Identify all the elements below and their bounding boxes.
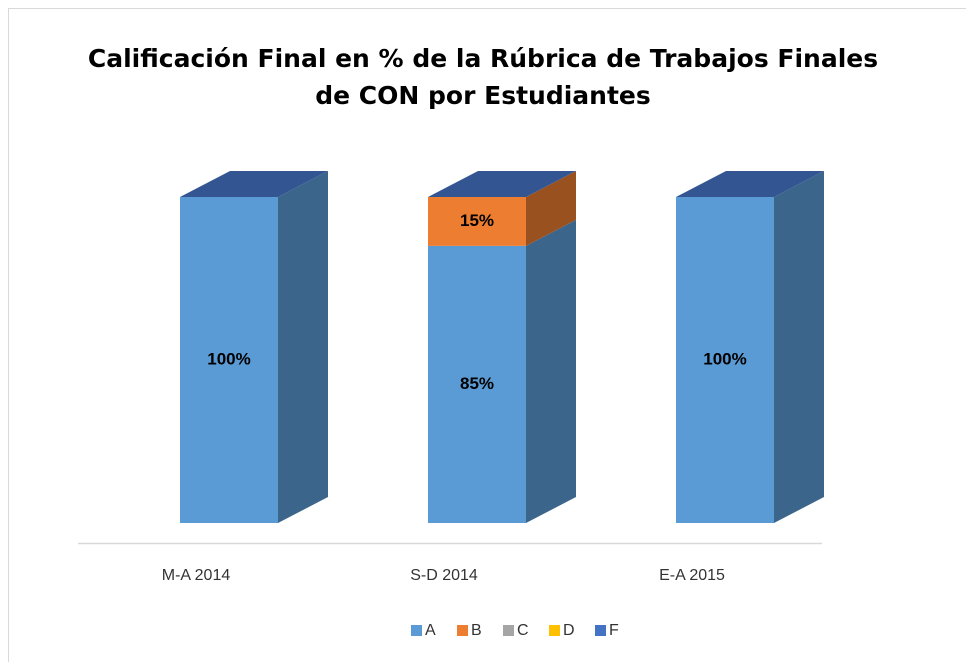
- value-label: 100%: [703, 349, 746, 368]
- bar-top: [428, 171, 576, 197]
- legend-label: C: [517, 622, 529, 639]
- legend-label: F: [609, 622, 619, 639]
- x-tick-label: S-D 2014: [410, 567, 478, 584]
- bar-top: [180, 171, 328, 197]
- bar-segment: [180, 171, 328, 523]
- legend-swatch: [503, 625, 514, 636]
- bar-front: [428, 197, 526, 246]
- bar-top: [676, 171, 824, 197]
- bar-front: [428, 245, 526, 523]
- value-label: 85%: [460, 374, 494, 393]
- legend-swatch: [549, 625, 560, 636]
- bar-side: [774, 171, 824, 523]
- legend-swatch: [411, 625, 422, 636]
- bar-side: [526, 171, 576, 246]
- bar-side: [278, 171, 328, 523]
- bar-segment: [428, 219, 576, 523]
- x-tick-label: E-A 2015: [659, 567, 725, 584]
- legend-label: B: [471, 622, 482, 639]
- value-label: 100%: [207, 349, 250, 368]
- legend-label: D: [563, 622, 575, 639]
- legend-swatch: [595, 625, 606, 636]
- chart-subtitle: de CON por Estudiantes: [315, 81, 651, 110]
- legend-label: A: [425, 622, 436, 639]
- bar-front: [180, 197, 278, 523]
- bar-segment: [428, 171, 576, 246]
- x-tick-label: M-A 2014: [162, 567, 231, 584]
- bar-segment: [676, 171, 824, 523]
- bar-front: [676, 197, 774, 523]
- value-label: 15%: [460, 211, 494, 230]
- legend-swatch: [457, 625, 468, 636]
- bar-side: [526, 219, 576, 523]
- chart-title: Calificación Final en % de la Rúbrica de…: [88, 44, 878, 73]
